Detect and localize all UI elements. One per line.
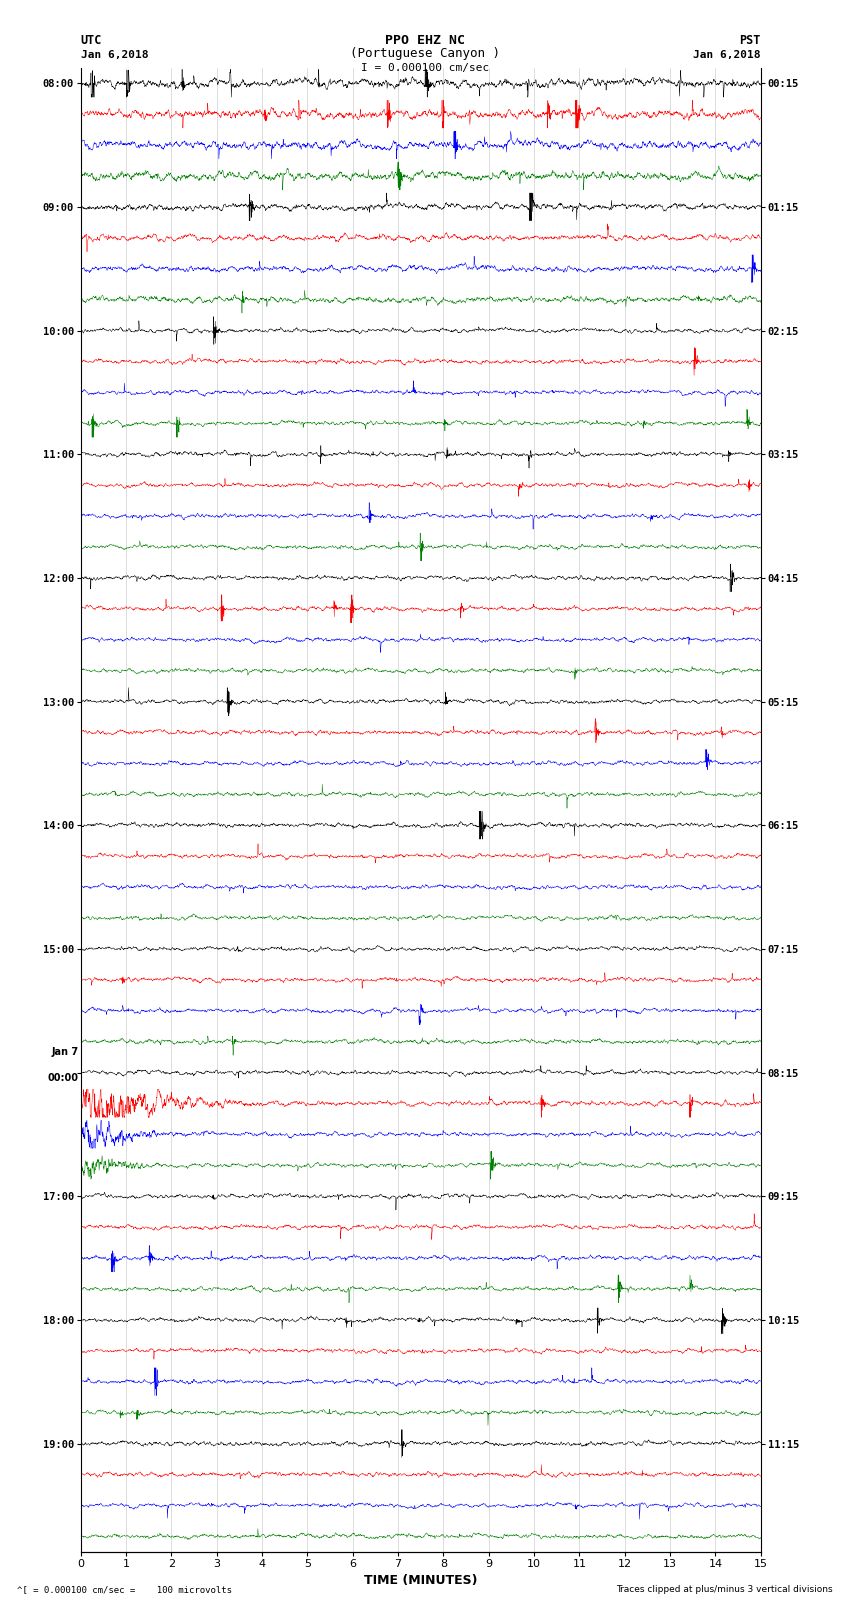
Text: 00:00: 00:00 xyxy=(48,1073,78,1082)
Text: Traces clipped at plus/minus 3 vertical divisions: Traces clipped at plus/minus 3 vertical … xyxy=(616,1584,833,1594)
Text: UTC: UTC xyxy=(81,34,102,47)
Text: (Portuguese Canyon ): (Portuguese Canyon ) xyxy=(350,47,500,60)
Text: Jan 7: Jan 7 xyxy=(51,1047,78,1057)
Text: I = 0.000100 cm/sec: I = 0.000100 cm/sec xyxy=(361,63,489,73)
Text: PST: PST xyxy=(740,34,761,47)
Text: PPO EHZ NC: PPO EHZ NC xyxy=(385,34,465,47)
Text: Jan 6,2018: Jan 6,2018 xyxy=(81,50,148,60)
Text: ^[ = 0.000100 cm/sec =    100 microvolts: ^[ = 0.000100 cm/sec = 100 microvolts xyxy=(17,1584,232,1594)
Text: Jan 6,2018: Jan 6,2018 xyxy=(694,50,761,60)
X-axis label: TIME (MINUTES): TIME (MINUTES) xyxy=(364,1574,478,1587)
